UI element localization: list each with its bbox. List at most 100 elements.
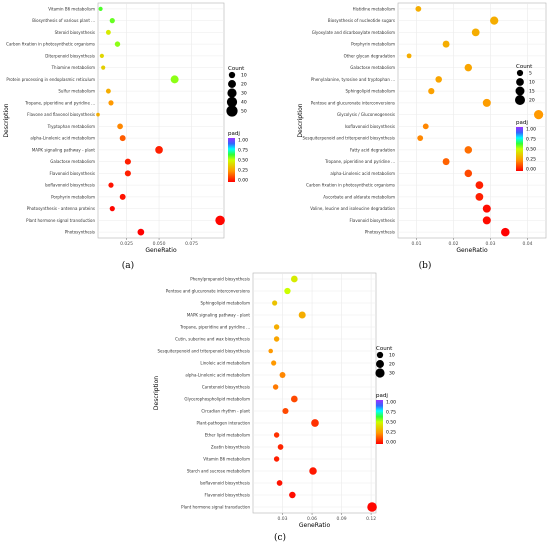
size-legend-dot <box>375 368 385 378</box>
color-legend-label: 0.00 <box>238 178 248 184</box>
category-label: Glyoxylate and dicarboxylate metabolism <box>312 30 395 35</box>
y-axis-title: Description <box>153 376 160 410</box>
data-point <box>119 135 126 142</box>
color-legend-label: 0.00 <box>386 440 396 446</box>
data-point <box>105 88 111 94</box>
color-legend-label: 0.25 <box>238 168 248 174</box>
data-point <box>277 444 284 450</box>
color-legend-label: 0.25 <box>526 157 536 163</box>
size-legend-title: Count <box>376 346 393 352</box>
data-point <box>117 123 123 130</box>
x-tick-label: 0.075 <box>185 241 198 247</box>
color-legend-label: 0.75 <box>526 137 536 143</box>
size-legend-dot <box>516 69 524 77</box>
data-point <box>101 65 106 70</box>
category-label: Other glycan degradation <box>344 53 396 58</box>
size-legend-dot <box>228 80 236 88</box>
category-label: Ascorbate and aldarate metabolism <box>323 194 395 199</box>
data-point <box>406 53 412 59</box>
size-legend-dot <box>515 86 525 96</box>
panel-label: (a) <box>122 260 134 271</box>
category-label: Glycolysis / Gluconeogenesis <box>337 112 395 117</box>
panel-label: (b) <box>419 260 432 271</box>
category-label: Photosynthesis <box>365 230 395 235</box>
x-tick-label: 0.03 <box>278 516 288 522</box>
data-point <box>482 98 491 107</box>
data-point <box>284 287 291 295</box>
category-label: Starch and sucrose metabolism <box>187 468 250 473</box>
category-label: Carbon fixation in photosynthetic organi… <box>6 42 95 47</box>
size-legend-label: 20 <box>241 82 247 88</box>
category-label: Galactose metabolism <box>350 65 395 70</box>
size-legend-label: 30 <box>389 371 395 377</box>
data-point <box>290 275 298 283</box>
data-point <box>276 480 283 486</box>
color-legend-label: 0.75 <box>386 410 396 416</box>
data-point <box>464 146 473 154</box>
category-label: Pentose and glucuronate interconversions <box>311 100 395 105</box>
y-axis-title: Description <box>297 103 304 137</box>
category-label: Biosynthesis of various plant ... <box>32 18 95 23</box>
x-axis-title: GeneRatio <box>456 247 488 254</box>
data-point <box>442 40 450 48</box>
data-point <box>268 348 273 354</box>
plot-area <box>252 272 377 514</box>
data-point <box>119 193 126 200</box>
category-label: Linoleic acid metabolism <box>200 360 250 365</box>
category-label: Vitamin B6 metabolism <box>203 456 250 461</box>
category-label: Zeatin biosynthesis <box>211 444 250 449</box>
data-point <box>273 324 280 330</box>
data-point <box>290 395 298 403</box>
category-label: Sulfur metabolism <box>58 89 95 94</box>
size-legend-dot <box>226 105 238 117</box>
data-point <box>475 192 484 201</box>
category-label: Biosynthesis of nucleotide sugars <box>328 18 395 23</box>
x-tick-label: 0.04 <box>522 241 532 247</box>
data-point <box>490 16 499 25</box>
data-point <box>367 502 377 512</box>
x-tick-label: 0.09 <box>337 516 347 522</box>
category-label: Histidine metabolism <box>353 6 395 11</box>
color-legend-label: 1.00 <box>526 127 536 133</box>
category-label: Phenylpropanoid biosynthesis <box>190 276 250 281</box>
color-legend-label: 0.50 <box>386 420 396 426</box>
color-legend-label: 0.25 <box>386 430 396 436</box>
category-label: Circadian rhythm - plant <box>201 408 250 413</box>
data-point <box>282 407 289 415</box>
data-point <box>108 100 114 106</box>
category-label: Pentose and glucuronate interconversions <box>166 288 250 293</box>
category-label: Isoflavonoid biosynthesis <box>345 124 395 129</box>
color-legend-label: 0.50 <box>238 158 248 164</box>
data-point <box>415 5 422 12</box>
category-label: Vitamin B6 metabolism <box>48 6 95 11</box>
data-point <box>464 169 473 178</box>
data-point <box>98 6 103 11</box>
category-label: Galactose metabolism <box>50 159 95 164</box>
category-label: Sphingolipid metabolism <box>346 89 396 94</box>
color-legend-title: padj <box>228 131 240 137</box>
category-label: Protein processing in endoplasmic reticu… <box>6 77 95 82</box>
size-legend-dot <box>516 78 524 86</box>
category-label: alpha-Linolenic acid metabolism <box>30 136 95 141</box>
color-legend-label: 1.00 <box>386 400 396 406</box>
size-legend-label: 10 <box>389 353 395 359</box>
size-legend-label: 10 <box>529 80 535 86</box>
data-point <box>155 146 163 154</box>
category-label: Tropane, piperidine and pyridine ... <box>179 324 250 329</box>
color-bar <box>228 138 235 182</box>
x-tick-label: 0.025 <box>120 241 133 247</box>
x-tick-label: 0.12 <box>366 516 376 522</box>
data-point <box>96 112 100 117</box>
category-label: Fatty acid degradation <box>350 147 395 152</box>
category-label: Thiamine metabolism <box>51 65 95 70</box>
size-legend-label: 20 <box>389 362 395 368</box>
category-label: Phenylalanine, tyrosine and tryptophan .… <box>311 77 395 82</box>
data-point <box>482 216 491 225</box>
size-legend-label: 15 <box>529 89 535 95</box>
size-legend-label: 5 <box>529 71 532 77</box>
plot-area <box>397 2 547 239</box>
data-point <box>311 419 319 427</box>
data-point <box>501 227 510 237</box>
data-point <box>124 170 131 177</box>
data-point <box>309 467 317 475</box>
